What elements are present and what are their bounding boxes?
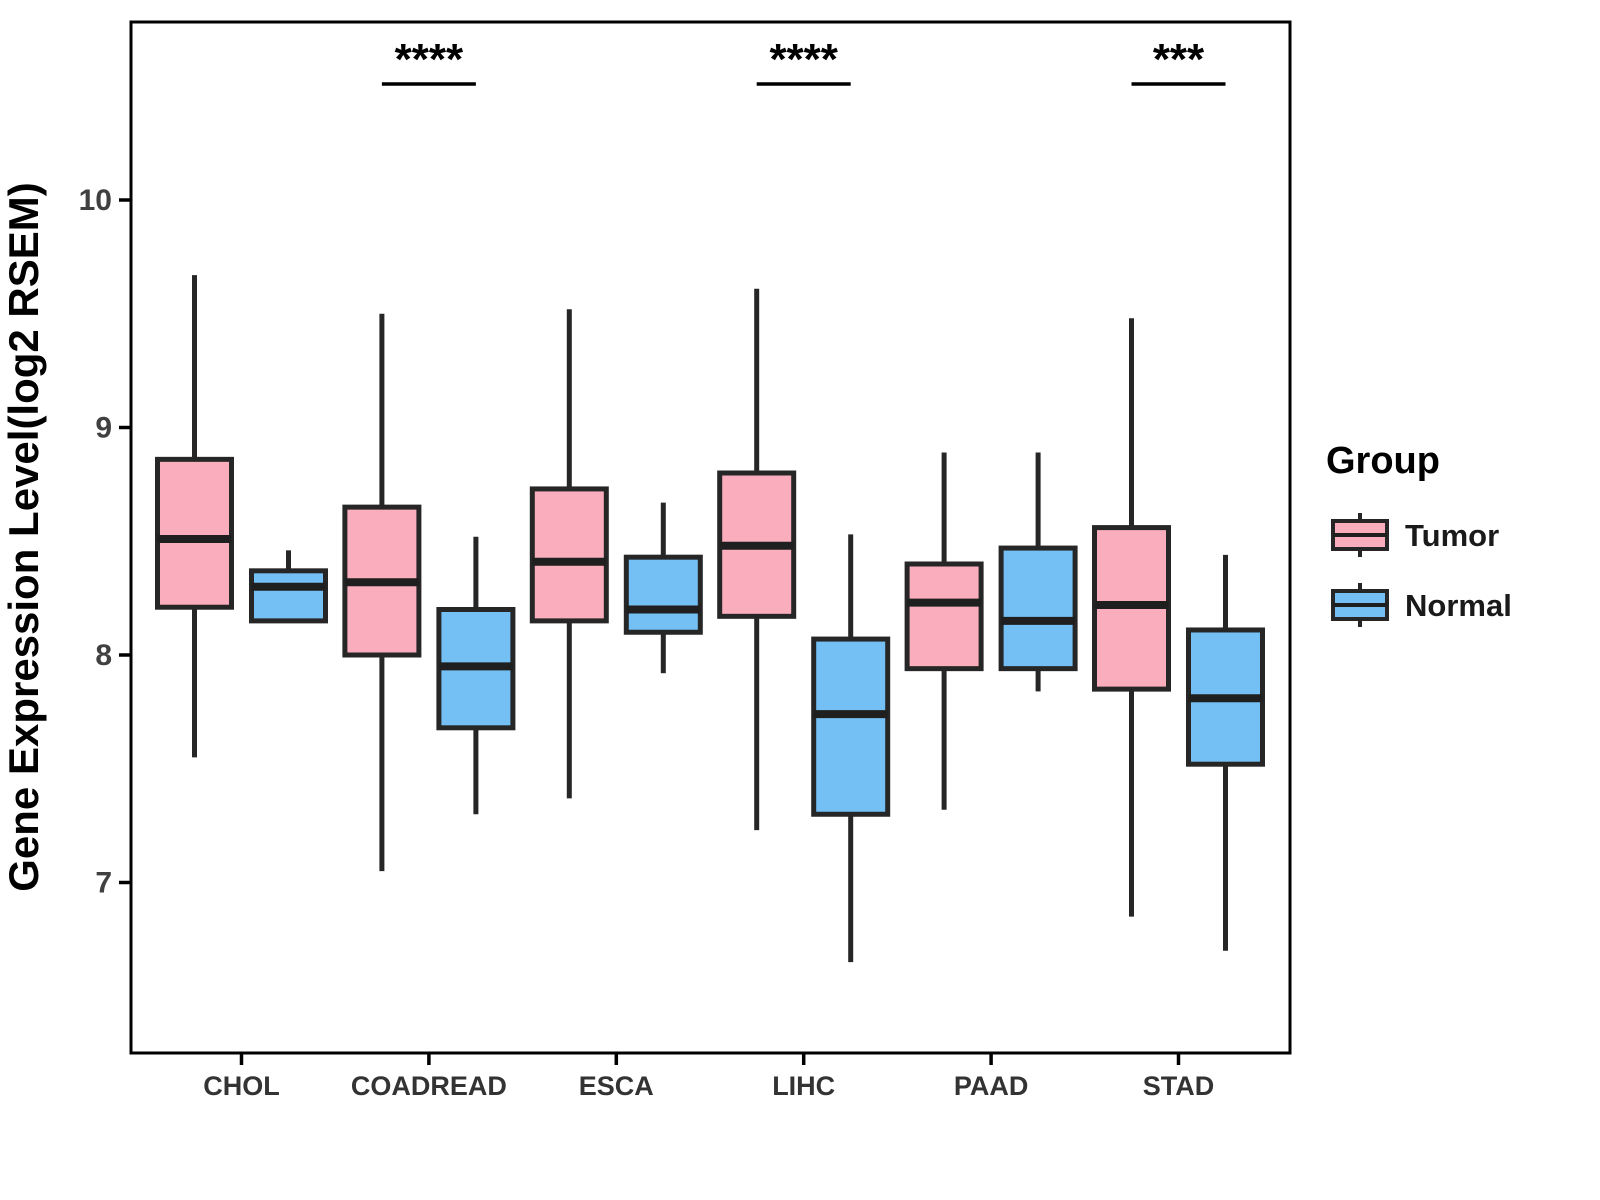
box-normal-CHOL: [249, 550, 328, 624]
iqr-box: [529, 486, 609, 624]
x-tick-label-CHOL: CHOL: [203, 1071, 280, 1101]
box-tumor-COADREAD: [342, 313, 422, 872]
y-tick-label-8: 8: [95, 639, 112, 672]
y-tick-label-10: 10: [79, 184, 112, 217]
legend: Group Tumor Normal: [1326, 440, 1512, 627]
x-tick-label-LIHC: LIHC: [772, 1071, 835, 1101]
iqr-box: [249, 568, 328, 624]
significance-stars-COADREAD: ****: [395, 35, 464, 84]
iqr-box: [904, 561, 984, 672]
iqr-box: [811, 636, 891, 817]
x-tick-label-PAAD: PAAD: [954, 1071, 1029, 1101]
box-tumor-ESCA: [529, 309, 609, 799]
significance-stars-STAD: ***: [1153, 35, 1205, 84]
x-tick-label-COADREAD: COADREAD: [351, 1071, 507, 1101]
box-normal-PAAD: [998, 452, 1078, 692]
box-tumor-STAD: [1092, 318, 1171, 917]
y-axis-title: Gene Expression Level(log2 RSEM): [0, 182, 47, 892]
x-tick-label-ESCA: ESCA: [579, 1071, 654, 1101]
box-normal-ESCA: [623, 502, 703, 674]
legend-key-normal: Normal: [1331, 583, 1512, 627]
box-tumor-PAAD: [904, 452, 984, 810]
iqr-box: [623, 554, 703, 635]
legend-label-normal: Normal: [1405, 588, 1512, 623]
significance-stars-LIHC: ****: [769, 35, 838, 84]
y-tick-label-9: 9: [95, 412, 112, 445]
legend-label-tumor: Tumor: [1405, 518, 1499, 553]
box-tumor-LIHC: [717, 288, 797, 831]
y-tick-label-7: 7: [95, 867, 112, 900]
legend-title: Group: [1326, 440, 1440, 482]
box-tumor-CHOL: [155, 275, 234, 758]
iqr-box: [155, 456, 234, 610]
box-normal-STAD: [1186, 554, 1265, 951]
iqr-box: [998, 545, 1078, 672]
box-normal-COADREAD: [436, 536, 516, 815]
box-normal-LIHC: [811, 534, 891, 963]
x-tick-label-STAD: STAD: [1143, 1071, 1215, 1101]
legend-key-tumor: Tumor: [1331, 513, 1499, 557]
